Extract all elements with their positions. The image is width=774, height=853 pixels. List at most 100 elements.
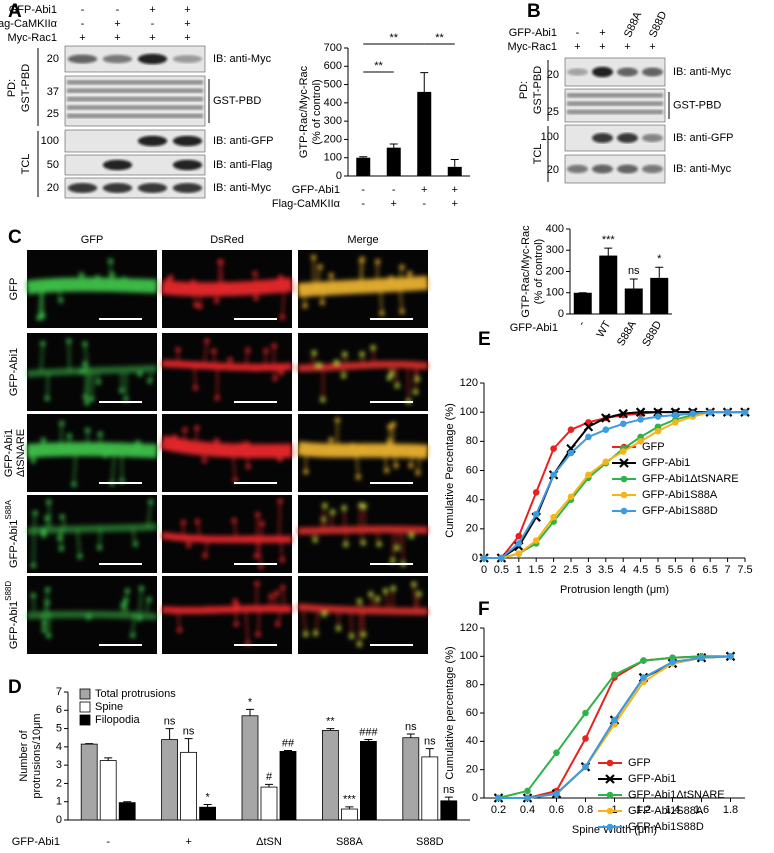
spine bbox=[273, 592, 278, 612]
spine-head bbox=[272, 376, 278, 382]
data-point bbox=[727, 653, 734, 660]
bar bbox=[386, 147, 401, 176]
spine bbox=[257, 537, 262, 567]
spine-head bbox=[415, 470, 421, 476]
spine-head bbox=[231, 517, 237, 523]
data-point bbox=[637, 416, 644, 423]
dendrite bbox=[26, 258, 158, 321]
spine-head bbox=[394, 545, 400, 551]
spine-head bbox=[133, 541, 139, 547]
y-tick-label: 0 bbox=[558, 308, 564, 320]
row-label-superscript: S88A bbox=[4, 499, 13, 519]
data-point bbox=[553, 790, 560, 798]
marker-size: 20 bbox=[47, 182, 59, 194]
significance-label: ** bbox=[435, 32, 444, 44]
spine bbox=[357, 505, 362, 532]
error-bar bbox=[85, 743, 94, 745]
spine-head bbox=[146, 596, 152, 602]
data-point bbox=[672, 411, 679, 419]
y-axis-title: (% of control) bbox=[311, 79, 323, 144]
spine-head bbox=[322, 503, 328, 509]
significance-label: ns bbox=[183, 726, 195, 738]
spine-head bbox=[349, 633, 355, 639]
blot-band bbox=[567, 164, 588, 174]
spine-head bbox=[217, 259, 223, 265]
data-point bbox=[698, 654, 705, 662]
data-point bbox=[706, 408, 714, 416]
y-tick-label: 300 bbox=[324, 115, 342, 127]
y-tick-label: 2 bbox=[56, 777, 62, 789]
error-bar bbox=[444, 796, 453, 801]
spine bbox=[255, 537, 260, 557]
spine bbox=[99, 434, 102, 453]
lane-value: + bbox=[649, 41, 655, 53]
spine bbox=[47, 611, 51, 636]
spine bbox=[391, 588, 395, 609]
spine-head bbox=[350, 442, 356, 448]
blot-band bbox=[102, 183, 133, 193]
error-bar bbox=[389, 143, 398, 148]
y-tick-label: 80 bbox=[466, 435, 478, 447]
spine-head bbox=[41, 627, 47, 633]
spine-head bbox=[193, 302, 199, 308]
spine bbox=[255, 583, 259, 612]
blot-strip bbox=[64, 177, 206, 199]
data-point bbox=[635, 407, 646, 417]
blot-label: IB: anti-Myc bbox=[673, 163, 732, 175]
dendrite-shaft bbox=[26, 611, 158, 621]
spine bbox=[398, 266, 403, 287]
lane-value: + bbox=[114, 32, 120, 44]
spine bbox=[72, 452, 77, 485]
significance-label: ns bbox=[164, 715, 176, 727]
blot-band bbox=[67, 88, 203, 94]
spine-head bbox=[32, 510, 38, 516]
spine-head bbox=[245, 464, 251, 470]
spine bbox=[279, 537, 284, 561]
y-tick-label: 100 bbox=[460, 406, 478, 418]
data-point bbox=[601, 413, 611, 423]
error-bar bbox=[629, 278, 638, 289]
blot-band bbox=[567, 101, 663, 106]
spine-head bbox=[259, 521, 265, 527]
blot-label: IB: anti-Myc bbox=[213, 53, 272, 65]
y-tick-label: 0 bbox=[472, 792, 478, 804]
condition-value: - bbox=[422, 198, 426, 210]
x-tick-label: 4.5 bbox=[633, 564, 648, 576]
spine bbox=[204, 537, 210, 556]
y-tick-label: 6 bbox=[56, 704, 62, 716]
spine-head bbox=[192, 385, 198, 391]
spine-head bbox=[389, 371, 395, 377]
spine-head bbox=[96, 285, 102, 291]
spine bbox=[416, 450, 422, 473]
spine-head bbox=[271, 343, 277, 349]
spine bbox=[379, 286, 383, 314]
bar bbox=[321, 730, 339, 821]
spine bbox=[76, 528, 81, 557]
spine bbox=[343, 507, 347, 532]
x-tick-label: + bbox=[185, 836, 191, 848]
significance-label: # bbox=[266, 771, 273, 783]
x-tick-label: 5 bbox=[655, 564, 661, 576]
dendrite bbox=[297, 502, 429, 567]
x-tick-label: S88D bbox=[416, 836, 444, 848]
spine-head bbox=[335, 625, 341, 631]
blot-label: IB: anti-GFP bbox=[213, 135, 274, 147]
bar bbox=[118, 802, 136, 821]
marker-size: 100 bbox=[541, 131, 559, 143]
significance-label: ** bbox=[374, 60, 383, 72]
significance-label: ### bbox=[359, 726, 378, 738]
spine-head bbox=[180, 519, 186, 525]
blot-band bbox=[567, 68, 588, 76]
legend-swatch bbox=[79, 714, 91, 726]
spine-head bbox=[279, 557, 285, 563]
legend-marker bbox=[606, 791, 614, 799]
legend-marker bbox=[620, 475, 628, 483]
error-bar bbox=[604, 247, 613, 256]
dendrite-shaft bbox=[161, 277, 293, 297]
significance-label: *** bbox=[602, 234, 616, 246]
spine-head bbox=[314, 285, 320, 291]
bar bbox=[447, 166, 462, 176]
spine-head bbox=[102, 453, 108, 459]
condition-value: + bbox=[391, 198, 397, 210]
